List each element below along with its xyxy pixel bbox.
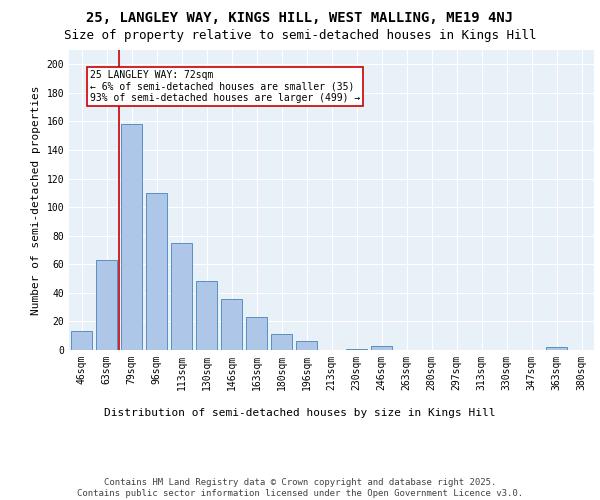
Bar [171, 243, 192, 350]
Bar [196, 282, 217, 350]
Bar [371, 346, 392, 350]
Bar [296, 342, 317, 350]
Bar [546, 347, 567, 350]
Bar [121, 124, 142, 350]
Bar [146, 193, 167, 350]
Bar [271, 334, 292, 350]
Bar [346, 348, 367, 350]
Text: 25, LANGLEY WAY, KINGS HILL, WEST MALLING, ME19 4NJ: 25, LANGLEY WAY, KINGS HILL, WEST MALLIN… [86, 12, 514, 26]
Text: Size of property relative to semi-detached houses in Kings Hill: Size of property relative to semi-detach… [64, 28, 536, 42]
Bar [246, 317, 267, 350]
Text: 25 LANGLEY WAY: 72sqm
← 6% of semi-detached houses are smaller (35)
93% of semi-: 25 LANGLEY WAY: 72sqm ← 6% of semi-detac… [90, 70, 361, 103]
Y-axis label: Number of semi-detached properties: Number of semi-detached properties [31, 85, 41, 315]
Text: Distribution of semi-detached houses by size in Kings Hill: Distribution of semi-detached houses by … [104, 408, 496, 418]
Bar [96, 260, 117, 350]
Text: Contains HM Land Registry data © Crown copyright and database right 2025.
Contai: Contains HM Land Registry data © Crown c… [77, 478, 523, 498]
Bar [71, 332, 92, 350]
Bar [221, 298, 242, 350]
